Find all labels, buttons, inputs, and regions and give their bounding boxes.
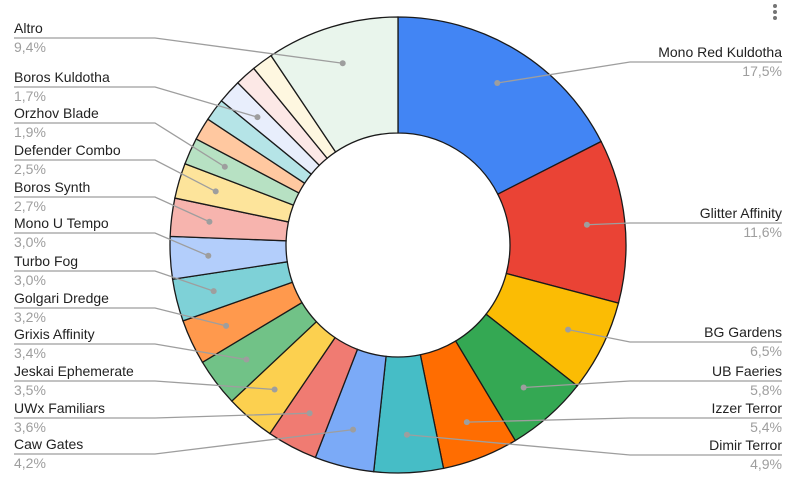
- value-altro: 9,4%: [14, 39, 46, 55]
- leader-dot-bg-gardens: [565, 326, 572, 333]
- label-orzhov-blade: Orzhov Blade: [14, 105, 99, 121]
- label-golgari-dredge: Golgari Dredge: [14, 290, 109, 306]
- leader-line-golgari-dredge: [14, 307, 227, 327]
- leader-dot-izzer-terror: [463, 419, 470, 426]
- value-uwx-familiars: 3,6%: [14, 419, 46, 435]
- leader-line-mono-u-tempo: [14, 232, 209, 257]
- leader-dot-grixis-affinity: [243, 356, 250, 363]
- leader-line-orzhov-blade: [14, 122, 226, 168]
- label-jeskai-ephemerate: Jeskai Ephemerate: [14, 363, 134, 379]
- value-jeskai-ephemerate: 3,5%: [14, 382, 46, 398]
- value-orzhov-blade: 1,9%: [14, 124, 46, 140]
- label-uwx-familiars: UWx Familiars: [14, 400, 105, 416]
- value-defender-combo: 2,5%: [14, 161, 46, 177]
- more-vert-icon[interactable]: [768, 2, 782, 24]
- leader-line-boros-synth: [14, 196, 210, 223]
- label-izzer-terror: Izzer Terror: [711, 400, 782, 416]
- label-dimir-terror: Dimir Terror: [709, 437, 782, 453]
- leader-line-boros-kuldotha: [14, 86, 258, 118]
- leader-dot-boros-synth: [206, 218, 213, 225]
- value-golgari-dredge: 3,2%: [14, 309, 46, 325]
- leader-line-defender-combo: [14, 159, 217, 192]
- value-izzer-terror: 5,4%: [750, 419, 782, 435]
- leader-dot-turbo-fog: [210, 288, 217, 295]
- label-mono-red-kuldotha: Mono Red Kuldotha: [658, 44, 782, 60]
- leader-line-turbo-fog: [14, 270, 214, 292]
- leader-dot-boros-kuldotha: [254, 114, 261, 121]
- label-glitter-affinity: Glitter Affinity: [700, 205, 782, 221]
- leader-line-jeskai-ephemerate: [14, 380, 275, 391]
- leader-line-uwx-familiars: [14, 412, 310, 419]
- value-boros-kuldotha: 1,7%: [14, 88, 46, 104]
- leader-line-ub-faeries: [523, 380, 782, 389]
- leader-line-altro: [14, 37, 343, 64]
- leader-dot-defender-combo: [212, 188, 219, 195]
- leader-lines: [14, 37, 782, 456]
- value-grixis-affinity: 3,4%: [14, 345, 46, 361]
- value-glitter-affinity: 11,6%: [743, 224, 782, 240]
- slice-mono-red-kuldotha[interactable]: [397, 16, 603, 196]
- value-bg-gardens: 6,5%: [750, 343, 782, 359]
- labels: Mono Red Kuldotha 17,5% Glitter Affinity 11…: [14, 20, 782, 472]
- label-caw-gates: Caw Gates: [14, 436, 83, 452]
- label-mono-u-tempo: Mono U Tempo: [14, 215, 109, 231]
- label-grixis-affinity: Grixis Affinity: [14, 326, 95, 342]
- label-ub-faeries: UB Faeries: [712, 363, 782, 379]
- leader-dot-uwx-familiars: [306, 410, 313, 417]
- label-turbo-fog: Turbo Fog: [14, 253, 78, 269]
- leader-dot-mono-u-tempo: [205, 252, 212, 259]
- leader-dot-golgari-dredge: [223, 322, 230, 329]
- label-bg-gardens: BG Gardens: [704, 324, 782, 340]
- value-dimir-terror: 4,9%: [750, 456, 782, 472]
- leader-line-dimir-terror: [406, 434, 782, 456]
- value-turbo-fog: 3,0%: [14, 272, 46, 288]
- label-boros-kuldotha: Boros Kuldotha: [14, 69, 110, 85]
- leader-dot-caw-gates: [350, 426, 357, 433]
- leader-dot-altro: [339, 60, 346, 67]
- leader-dot-jeskai-ephemerate: [271, 386, 278, 393]
- leader-line-bg-gardens: [567, 329, 782, 343]
- slice-altro[interactable]: [270, 16, 399, 153]
- label-altro: Altro: [14, 20, 43, 36]
- leader-line-izzer-terror: [466, 417, 782, 423]
- value-caw-gates: 4,2%: [14, 455, 46, 471]
- value-ub-faeries: 5,8%: [750, 382, 782, 398]
- leader-line-mono-red-kuldotha: [497, 61, 782, 84]
- value-boros-synth: 2,7%: [14, 198, 46, 214]
- leader-line-grixis-affinity: [14, 343, 247, 361]
- label-defender-combo: Defender Combo: [14, 142, 121, 158]
- label-boros-synth: Boros Synth: [14, 179, 90, 195]
- leader-dot-mono-red-kuldotha: [494, 79, 501, 86]
- leader-line-caw-gates: [14, 428, 354, 455]
- leader-line-glitter-affinity: [586, 222, 782, 226]
- value-mono-red-kuldotha: 17,5%: [742, 63, 782, 79]
- leader-dot-ub-faeries: [520, 384, 527, 391]
- value-mono-u-tempo: 3,0%: [14, 234, 46, 250]
- leader-dot-dimir-terror: [403, 431, 410, 438]
- slices: [169, 16, 627, 474]
- leader-dot-glitter-affinity: [583, 221, 590, 228]
- leader-dot-orzhov-blade: [221, 163, 228, 170]
